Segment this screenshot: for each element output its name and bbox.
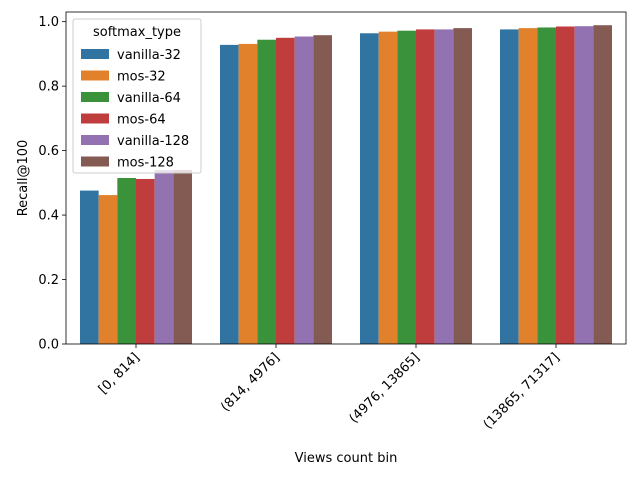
bar-mos-128-0 [173,169,192,344]
bar-mos-128-3 [593,25,612,344]
legend-swatch-mos-64 [81,113,109,124]
y-tick-label: 0.4 [38,209,59,224]
legend-label-mos-32: mos-32 [117,70,166,85]
legend-label-vanilla-64: vanilla-64 [117,91,181,106]
bar-mos-32-1 [238,43,258,345]
x-tick-label: (13865, 71317] [481,350,563,432]
legend-swatch-vanilla-128 [81,135,109,145]
legend-label-vanilla-128: vanilla-128 [117,134,189,149]
bar-vanilla-64-2 [397,30,416,345]
legend-items: vanilla-32 mos-32 vanilla-64 mos-64 vanilla-… [81,48,189,171]
bar-vanilla-128-2 [434,29,454,345]
legend-swatch-mos-128 [81,156,109,167]
legend-label-vanilla-32: vanilla-32 [117,48,181,63]
bar-vanilla-32-0 [80,190,99,344]
bar-vanilla-32-1 [220,44,239,344]
y-axis-title: Recall@100 [16,140,31,217]
y-tick-label: 0.6 [38,144,59,159]
bar-vanilla-32-3 [500,29,519,345]
legend: softmax_type vanilla-32 mos-32 vanilla-64 m… [72,18,202,174]
legend-label-mos-128: mos-128 [117,156,174,171]
bar-vanilla-64-3 [537,27,556,345]
legend-label-mos-64: mos-64 [117,113,166,128]
x-axis: [0, 814] (814, 4976] (4976, 13865] (13865, … [96,344,563,432]
legend-title: softmax_type [93,25,181,40]
bar-vanilla-64-1 [257,39,276,344]
bar-mos-64-2 [416,29,435,345]
bar-mos-64-3 [556,26,575,345]
bars-layer [80,25,612,345]
bar-mos-32-3 [518,28,538,344]
plot-frame [65,11,627,345]
bar-vanilla-32-2 [360,33,379,345]
bar-vanilla-64-0 [117,178,136,344]
bar-mos-32-0 [98,195,118,344]
legend-swatch-vanilla-64 [81,92,109,102]
bar-mos-32-2 [378,31,398,344]
bar-vanilla-128-0 [154,169,174,344]
y-axis: 0.0 0.2 0.4 0.6 0.8 1.0 [38,15,66,353]
legend-swatch-vanilla-32 [81,49,109,59]
bar-vanilla-128-1 [294,36,314,345]
x-axis-title: Views count bin [295,451,398,466]
bar-mos-128-1 [313,35,332,345]
bar-vanilla-128-3 [574,26,594,344]
x-tick-label: (4976, 13865] [347,350,423,426]
bar-mos-64-0 [136,178,155,344]
legend-swatch-mos-32 [81,70,109,81]
y-tick-label: 0.0 [38,338,59,353]
x-tick-label: [0, 814] [96,350,143,397]
y-tick-label: 1.0 [38,15,59,30]
bar-mos-128-2 [453,28,472,344]
x-tick-label: (814, 4976] [218,350,283,415]
y-tick-label: 0.2 [38,273,59,288]
y-tick-label: 0.8 [38,80,59,95]
bar-mos-64-1 [276,37,295,344]
